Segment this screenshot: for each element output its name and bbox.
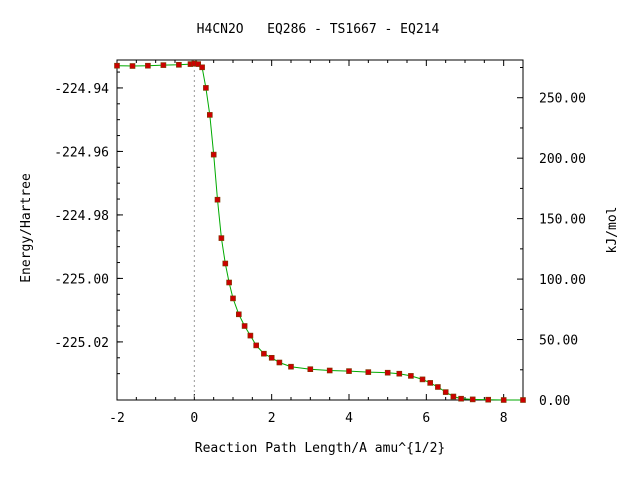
energy-series-markers — [114, 60, 526, 403]
data-point — [427, 380, 434, 386]
data-point — [326, 367, 333, 374]
energy-series-line — [116, 62, 523, 401]
data-point — [207, 112, 213, 118]
data-point — [408, 373, 414, 379]
data-point — [261, 350, 267, 357]
data-point — [230, 295, 236, 302]
data-point — [222, 260, 229, 267]
y-tick-label: -224.94 — [54, 82, 109, 97]
data-point — [384, 369, 391, 376]
data-point — [365, 369, 372, 375]
data-point — [442, 389, 449, 395]
data-point — [500, 397, 507, 403]
data-point — [114, 62, 120, 69]
y2-tick-label: 50.00 — [539, 334, 578, 349]
data-point — [419, 376, 426, 383]
data-point — [276, 359, 283, 366]
y-tick-label: -225.02 — [54, 336, 109, 351]
data-point — [241, 323, 248, 329]
data-point — [129, 63, 136, 69]
data-point — [520, 397, 526, 403]
y2-tick-label: 100.00 — [539, 273, 586, 288]
data-point — [268, 354, 275, 361]
y-tick-label: -224.96 — [54, 145, 109, 160]
data-point — [450, 393, 457, 400]
data-point — [195, 61, 201, 67]
y2-tick-labels: 0.00 50.00 100.00 150.00 200.00 250.00 — [539, 92, 586, 409]
data-point — [346, 368, 352, 374]
x-tick-label: -2 — [109, 411, 125, 426]
data-point — [218, 235, 225, 241]
x-axis-label: Reaction Path Length/A amu^{1/2} — [195, 441, 445, 456]
data-point — [485, 396, 492, 403]
data-point — [288, 363, 294, 370]
data-point — [210, 151, 217, 158]
data-point — [236, 311, 242, 318]
data-point — [199, 64, 205, 71]
x-tick-label: 8 — [500, 411, 508, 426]
x-tick-label: 2 — [268, 411, 276, 426]
data-point — [145, 62, 151, 69]
data-point — [214, 196, 221, 203]
y2-tick-label: 200.00 — [539, 152, 586, 167]
data-point — [396, 370, 403, 377]
y2-axis-label: kJ/mol — [605, 207, 620, 254]
data-point — [176, 61, 182, 68]
data-point — [160, 62, 167, 68]
plot-frame — [116, 59, 524, 401]
axis-ticks — [116, 60, 524, 401]
data-point — [458, 395, 464, 402]
data-point — [469, 396, 476, 403]
data-point — [307, 366, 314, 373]
x-tick-label: 6 — [422, 411, 430, 426]
y-tick-label: -224.98 — [54, 209, 109, 224]
y2-tick-label: 250.00 — [539, 92, 586, 107]
x-tick-labels: -2 0 2 4 6 8 — [109, 411, 507, 426]
x-tick-label: 0 — [190, 411, 198, 426]
y-tick-labels: -224.94 -224.96 -224.98 -225.00 -225.02 — [54, 82, 109, 351]
y2-tick-label: 0.00 — [539, 394, 570, 409]
chart-title: H4CN2O EQ286 - TS1667 - EQ214 — [197, 22, 440, 37]
y-tick-label: -225.00 — [54, 272, 109, 287]
data-point — [247, 332, 254, 339]
data-point — [435, 384, 441, 390]
data-point — [203, 85, 209, 91]
x-tick-label: 4 — [345, 411, 353, 426]
data-point — [226, 279, 232, 286]
y-axis-label: Energy/Hartree — [19, 173, 34, 283]
data-point — [253, 342, 259, 349]
y2-tick-label: 150.00 — [539, 213, 586, 228]
